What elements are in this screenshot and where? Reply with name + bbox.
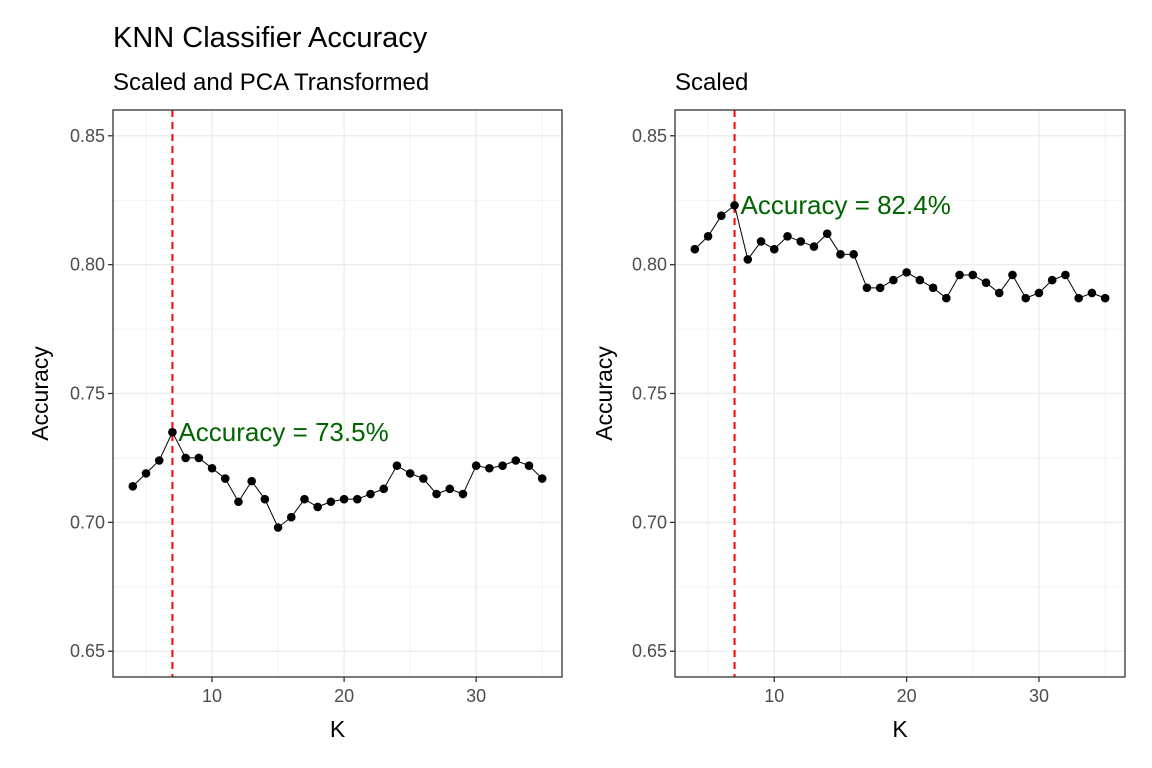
data-point <box>379 484 389 494</box>
data-point <box>432 489 441 499</box>
data-point <box>537 474 547 483</box>
data-point <box>168 427 177 437</box>
data-point <box>809 242 819 251</box>
panel-subtitle: Scaled <box>675 69 748 96</box>
y-tick-label: 0.70 <box>632 512 667 532</box>
data-point <box>1034 288 1044 298</box>
data-point <box>822 229 832 239</box>
data-point <box>1047 275 1057 285</box>
data-point <box>1021 293 1031 303</box>
data-point <box>1008 270 1017 280</box>
data-point <box>915 275 925 285</box>
x-tick-label: 10 <box>202 686 222 706</box>
data-point <box>902 268 911 277</box>
data-point <box>730 201 739 210</box>
data-point <box>849 250 858 259</box>
data-point <box>783 231 792 241</box>
data-point <box>141 469 151 478</box>
y-tick-label: 0.65 <box>632 641 667 661</box>
data-point <box>366 489 375 499</box>
data-point <box>955 270 964 280</box>
data-point <box>717 211 726 220</box>
data-point <box>326 497 336 507</box>
x-tick-label: 30 <box>1029 686 1049 706</box>
x-tick-label: 10 <box>764 686 784 706</box>
panel-left: Scaled and PCA Transformed Accuracy = 73.… <box>27 69 563 742</box>
accuracy-annotation: Accuracy = 73.5% <box>178 417 388 447</box>
y-tick-label: 0.80 <box>70 255 105 275</box>
data-point <box>743 255 753 264</box>
data-point <box>968 270 978 280</box>
y-tick-label: 0.70 <box>70 512 105 532</box>
data-point <box>875 283 885 293</box>
data-point <box>247 476 256 486</box>
data-point <box>1100 293 1110 303</box>
data-point <box>1074 293 1083 303</box>
data-point <box>313 502 322 512</box>
x-tick-label: 20 <box>334 686 354 706</box>
data-point <box>994 288 1004 298</box>
data-point <box>928 283 938 293</box>
data-point <box>353 494 362 504</box>
data-point <box>128 481 138 491</box>
data-point <box>392 461 402 470</box>
data-point <box>498 461 507 470</box>
data-point <box>981 278 991 287</box>
data-point <box>862 283 872 293</box>
data-point <box>703 231 713 241</box>
accuracy-annotation: Accuracy = 82.4% <box>741 190 951 220</box>
x-axis-title: K <box>330 716 346 742</box>
data-point <box>485 463 494 473</box>
data-point <box>260 494 270 504</box>
data-point <box>286 512 296 522</box>
data-point <box>194 453 204 463</box>
y-tick-label: 0.85 <box>632 126 667 146</box>
data-point <box>405 469 415 478</box>
data-point <box>796 237 806 246</box>
data-point <box>419 474 428 483</box>
data-point <box>300 494 309 504</box>
data-point <box>207 463 217 473</box>
data-point <box>181 453 190 463</box>
chart-title: KNN Classifier Accuracy <box>113 22 428 54</box>
data-point <box>690 244 700 254</box>
data-point <box>942 293 951 303</box>
y-tick-label: 0.75 <box>70 384 105 404</box>
data-point <box>445 484 455 494</box>
panel-right: Scaled Accuracy = 82.4% 0.65 0.70 0.75 0.80 0.… <box>591 69 1126 742</box>
data-point <box>458 489 468 499</box>
data-point <box>511 456 521 465</box>
y-tick-label: 0.75 <box>632 384 667 404</box>
data-point <box>836 250 845 259</box>
data-point <box>1061 270 1070 280</box>
data-point <box>234 497 243 507</box>
data-point <box>471 461 481 470</box>
panel-subtitle: Scaled and PCA Transformed <box>113 69 429 96</box>
x-axis-title: K <box>892 716 908 742</box>
y-axis-title: Accuracy <box>591 346 617 441</box>
data-point <box>769 244 779 254</box>
x-tick-label: 30 <box>466 686 486 706</box>
data-point <box>1087 288 1097 298</box>
y-tick-label: 0.85 <box>70 126 105 146</box>
data-point <box>220 474 230 483</box>
x-tick-label: 20 <box>897 686 917 706</box>
y-axis-title: Accuracy <box>27 346 53 441</box>
data-point <box>756 237 766 246</box>
y-tick-label: 0.80 <box>632 255 667 275</box>
data-point <box>524 461 534 470</box>
data-point <box>889 275 898 285</box>
data-point <box>339 494 349 504</box>
data-point <box>273 523 283 532</box>
y-tick-label: 0.65 <box>70 641 105 661</box>
data-point <box>154 456 164 465</box>
